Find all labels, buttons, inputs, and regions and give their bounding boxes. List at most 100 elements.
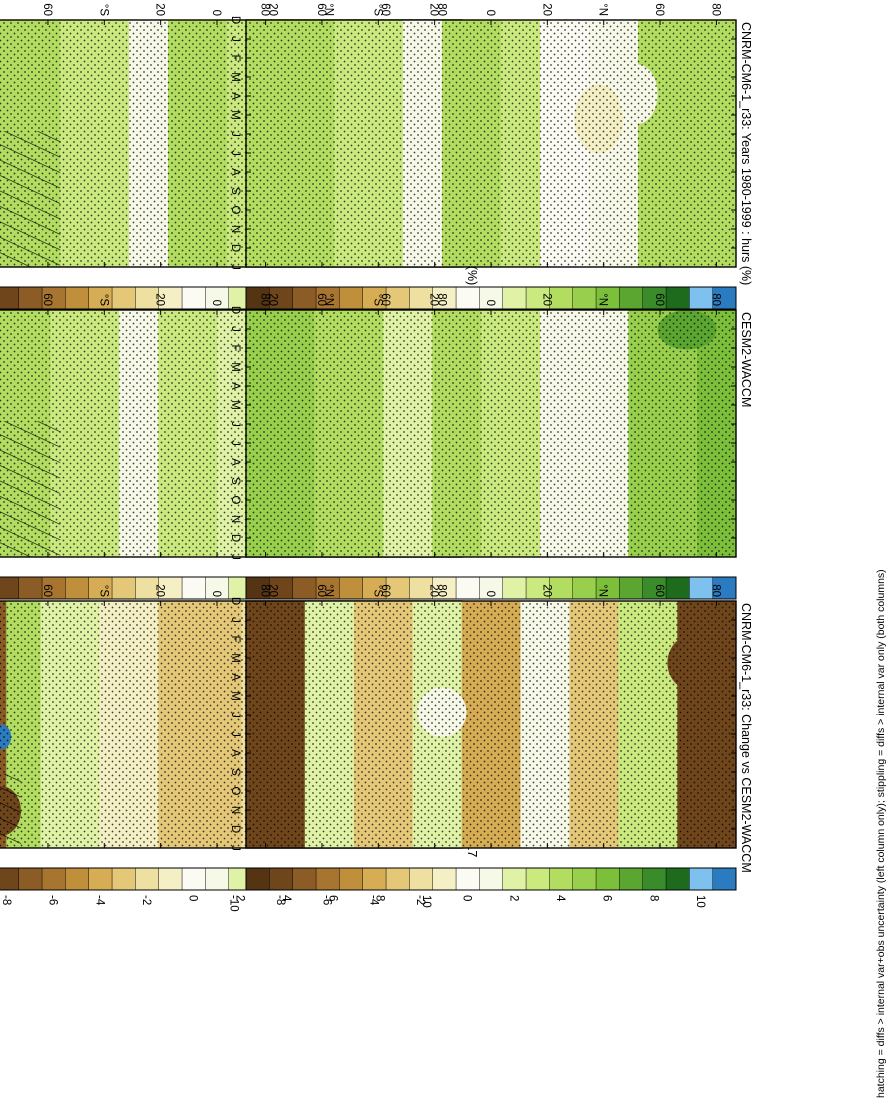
x-tick-label: J bbox=[229, 712, 241, 718]
colorbar-swatch bbox=[385, 867, 410, 891]
colorbar-swatch bbox=[315, 867, 340, 891]
panel-4: CESM2-WACCMDJFMAMJJASONDJ8060°N20020°S60… bbox=[227, 293, 753, 623]
colorbar-swatch bbox=[572, 867, 597, 891]
colorbar-swatch bbox=[88, 867, 113, 891]
colorbar-frame bbox=[245, 867, 737, 891]
x-tick-label: J bbox=[229, 264, 241, 270]
colorbar-swatch bbox=[111, 867, 136, 891]
colorbar-swatch bbox=[245, 867, 270, 891]
colorbar-swatch bbox=[665, 867, 690, 891]
y-tick-label: 60 bbox=[379, 3, 391, 16]
y-tick-label: 80 bbox=[259, 584, 271, 597]
y-tick-label: °N bbox=[323, 293, 335, 306]
y-tick-label: 20 bbox=[266, 293, 278, 306]
x-tick-label: A bbox=[229, 92, 241, 100]
x-tick-label: J bbox=[229, 731, 241, 737]
colorbar-frame bbox=[245, 286, 737, 310]
colorbar-swatch bbox=[292, 286, 317, 310]
y-tick-label: 20 bbox=[540, 584, 552, 597]
y-tick-label: 0 bbox=[210, 300, 222, 306]
y-tick-label: 20 bbox=[154, 584, 166, 597]
colorbar-swatch bbox=[712, 867, 737, 891]
colorbar-swatch bbox=[619, 286, 643, 310]
colorbar-swatch bbox=[292, 867, 317, 891]
y-tick-label: 80 bbox=[709, 293, 721, 306]
colorbar-swatch bbox=[0, 286, 19, 310]
x-tick-label: S bbox=[229, 768, 241, 776]
x-tick-label: D bbox=[229, 244, 241, 252]
y-tick-label: 60 bbox=[41, 293, 53, 306]
colorbar-swatch bbox=[409, 867, 433, 891]
colorbar-swatch bbox=[339, 286, 363, 310]
y-tick-label: 60 bbox=[315, 293, 327, 306]
colorbar-swatch bbox=[619, 867, 643, 891]
x-tick-label: N bbox=[229, 515, 241, 523]
colorbar-label: 2 bbox=[507, 895, 519, 901]
colorbar-swatch bbox=[181, 867, 206, 891]
colorbar-label: 0 bbox=[461, 895, 473, 901]
colorbar-swatch bbox=[0, 867, 19, 891]
colorbar-label: -8 bbox=[0, 895, 12, 905]
colorbar-swatch bbox=[339, 867, 363, 891]
x-tick-label: A bbox=[229, 458, 241, 466]
colorbar-swatch bbox=[18, 576, 43, 600]
y-tick-label: 20 bbox=[266, 584, 278, 597]
y-tick-label: 20 bbox=[428, 584, 440, 597]
y-tick-label: 20 bbox=[540, 3, 552, 16]
y-tick-label: 20 bbox=[266, 3, 278, 16]
stippling bbox=[246, 20, 736, 267]
y-tick-label: 60 bbox=[315, 3, 327, 16]
colorbar-swatch bbox=[111, 286, 136, 310]
x-tick-label: M bbox=[229, 691, 241, 701]
x-tick-label: N bbox=[229, 806, 241, 814]
y-tick-label: 0 bbox=[210, 591, 222, 597]
x-tick-label: M bbox=[229, 72, 241, 82]
x-tick-label: J bbox=[229, 131, 241, 137]
y-tick-label: °N bbox=[323, 584, 335, 597]
colorbar-swatch bbox=[455, 867, 480, 891]
x-tick-label: O bbox=[229, 206, 241, 215]
colorbar-label: -6 bbox=[47, 895, 59, 905]
x-tick-label: D bbox=[229, 825, 241, 833]
hatching bbox=[0, 773, 21, 848]
y-tick-label: 80 bbox=[259, 3, 271, 16]
y-tick-label: 20 bbox=[428, 3, 440, 16]
panel-plot bbox=[246, 310, 736, 557]
x-tick-label: J bbox=[229, 554, 241, 560]
colorbar-swatch bbox=[269, 867, 293, 891]
colorbar-label: -2 bbox=[414, 895, 426, 905]
panel-title: CESM2-WACCM bbox=[739, 312, 753, 407]
x-tick-label: A bbox=[229, 673, 241, 681]
x-tick-label: F bbox=[229, 344, 241, 351]
x-tick-label: D bbox=[229, 534, 241, 542]
x-tick-label: D bbox=[229, 306, 241, 314]
y-tick-label: 0 bbox=[484, 300, 496, 306]
panel-2: CNRM-CM6-1_r33: Years 1980-1999 : hurs (… bbox=[227, 3, 753, 333]
x-tick-label: S bbox=[229, 477, 241, 485]
colorbar-swatch bbox=[455, 286, 480, 310]
colorbar-swatch bbox=[432, 867, 457, 891]
y-tick-label: 80 bbox=[259, 293, 271, 306]
colorbar-swatch bbox=[65, 867, 89, 891]
y-tick-label: °S bbox=[97, 294, 109, 307]
panel-title: CNRM-CM6-1_r33: Years 1980-1999 : hurs (… bbox=[739, 22, 753, 285]
colorbar-swatch bbox=[205, 867, 229, 891]
x-tick-label: F bbox=[229, 54, 241, 61]
y-tick-label: 80 bbox=[435, 3, 447, 16]
x-tick-label: O bbox=[229, 787, 241, 796]
y-tick-label: 0 bbox=[484, 591, 496, 597]
x-tick-label: D bbox=[229, 16, 241, 24]
y-tick-label: 60 bbox=[653, 584, 665, 597]
x-tick-label: D bbox=[229, 597, 241, 605]
figure-footnote: hatching = diffs > internal var+obs unce… bbox=[875, 569, 887, 1098]
x-tick-label: F bbox=[229, 635, 241, 642]
colorbar-frame bbox=[245, 576, 737, 600]
x-tick-label: J bbox=[229, 617, 241, 623]
colorbar-label: 8 bbox=[647, 895, 659, 901]
x-tick-label: A bbox=[229, 382, 241, 390]
colorbar-label: 8 bbox=[373, 895, 385, 901]
colorbar-swatch bbox=[502, 286, 527, 310]
colorbar-swatch bbox=[619, 576, 643, 600]
panel-plot bbox=[246, 601, 736, 848]
